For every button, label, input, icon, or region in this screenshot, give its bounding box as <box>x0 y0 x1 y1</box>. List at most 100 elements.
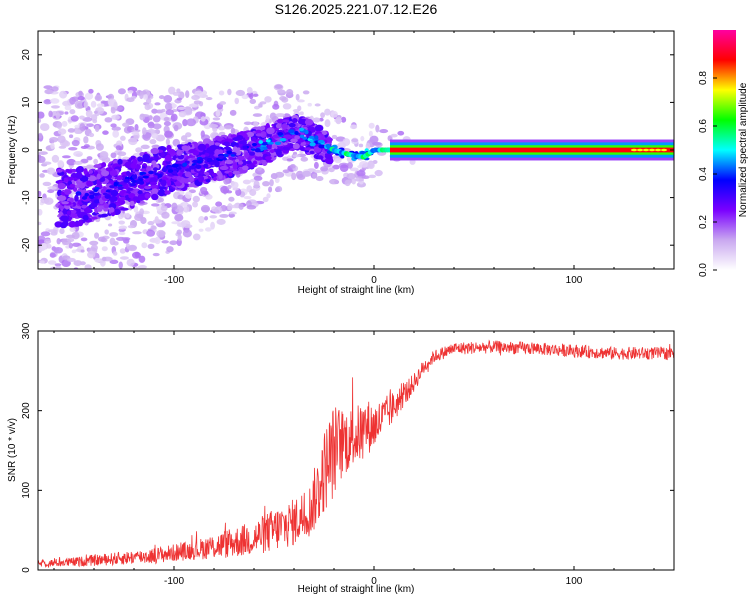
spectrogram-cell <box>238 203 244 210</box>
spectrogram-cell <box>59 90 68 99</box>
spectrogram-cell <box>80 249 85 253</box>
spectrogram-cell <box>313 161 319 169</box>
spectrogram-cell <box>299 147 307 152</box>
spectrogram-cell <box>132 231 142 235</box>
spectrogram-cell <box>43 85 53 90</box>
spectrogram-cell <box>135 147 143 153</box>
spectrogram-cell <box>110 152 117 159</box>
spectrogram-cell <box>248 92 254 100</box>
spectrogram-cell <box>285 89 294 96</box>
spectrogram-cell <box>90 100 97 108</box>
spectrogram-cell <box>43 238 52 244</box>
spectrogram-cell <box>232 162 238 170</box>
spectrogram-cells <box>35 83 674 295</box>
spectrogram-cell <box>267 144 272 150</box>
spectrogram-cell <box>335 116 342 125</box>
spectrogram-cell <box>126 258 135 267</box>
colorbar-bar <box>713 30 736 270</box>
spectrogram-cell <box>111 126 122 131</box>
spectrogram-cell <box>79 115 85 120</box>
spectrogram-cell <box>44 89 53 95</box>
spectrogram-cell <box>109 237 116 246</box>
spectrogram-cell <box>205 178 211 183</box>
spectrogram-cell <box>133 135 139 139</box>
spectrogram-cell <box>212 117 221 121</box>
spectrogram-cell <box>206 147 214 155</box>
spectrogram-peak <box>81 196 88 200</box>
spectrogram-cell <box>171 221 180 225</box>
spectrogram-cell <box>156 229 166 238</box>
spectrogram-cell <box>288 122 296 128</box>
spectrogram-cell <box>119 196 126 201</box>
spectrogram-peak <box>637 148 643 152</box>
spectrogram-cell <box>218 131 226 136</box>
spectrogram-ylabel: Frequency (Hz) <box>7 116 18 185</box>
spectrogram-cell <box>214 148 221 156</box>
spectrogram-cell <box>200 204 210 213</box>
spectrogram-cell <box>43 197 54 205</box>
spectrogram-cell <box>242 179 251 185</box>
spectrogram-peak <box>135 179 141 184</box>
spectrogram-cell <box>99 177 106 182</box>
spectrogram-cell <box>275 113 286 118</box>
spectrogram-cell <box>35 281 43 288</box>
spectrogram-cell <box>307 102 312 107</box>
spectrogram-cell <box>73 161 83 165</box>
spectrogram-cell <box>249 98 257 105</box>
spectrogram-cell <box>144 103 151 111</box>
spectrogram-cell <box>178 110 187 118</box>
spectrogram-peak <box>89 194 95 200</box>
spectrogram-cell <box>122 122 130 128</box>
spectrogram-cell <box>50 105 60 109</box>
spectrogram-cell <box>57 189 63 197</box>
spectrogram-cell <box>227 88 232 96</box>
spectrogram-cell <box>83 207 92 214</box>
snr-ytick-label: 100 <box>21 482 32 499</box>
spectrogram-cell <box>230 127 236 135</box>
spectrogram-cell <box>86 180 93 187</box>
spectrogram-cell <box>86 288 93 295</box>
spectrogram-cell <box>109 232 119 237</box>
spectrogram-cell <box>255 129 262 134</box>
spectrogram-cell <box>344 179 351 187</box>
spectrogram-cell <box>241 165 249 171</box>
spectrogram-cell <box>246 205 257 210</box>
spectrogram-cell <box>253 105 260 110</box>
spectrogram-cell <box>83 136 89 144</box>
spectrogram-cell <box>256 167 263 171</box>
spectrogram-cell <box>39 173 45 178</box>
colorbar-tick-label: 0.0 <box>698 263 709 277</box>
spectrogram-cell <box>139 91 144 100</box>
spectrogram-cell <box>90 244 98 252</box>
spectrogram-cell <box>132 251 141 259</box>
spectrogram-cell <box>69 183 75 188</box>
spectrogram-cell <box>176 149 183 156</box>
spectrogram-cell <box>167 179 172 187</box>
spectrogram-cell <box>324 119 331 128</box>
spectrogram-cell <box>38 155 46 163</box>
spectrogram-cell <box>314 124 324 132</box>
spectrogram-cell <box>274 84 283 89</box>
spectrogram-cell <box>368 174 377 179</box>
spectrogram-cell <box>166 246 174 253</box>
spectrogram-cell <box>290 138 298 143</box>
spectrogram-cell <box>258 103 263 108</box>
spectrogram-cell <box>282 169 290 174</box>
spectrogram-cell <box>115 236 126 241</box>
spectrogram-cell <box>82 214 89 221</box>
spectrogram-cell <box>125 212 130 219</box>
spectrogram-cell <box>151 160 157 165</box>
spectrogram-cell <box>324 157 334 165</box>
spectrogram-cell <box>152 123 162 130</box>
spectrogram-cell <box>147 243 155 250</box>
spectrogram-cell <box>54 265 62 269</box>
spectrogram-cell <box>52 287 56 293</box>
spectrogram-cell <box>150 147 160 155</box>
spectrogram-cell <box>97 236 106 242</box>
spectrogram-cell <box>176 229 182 235</box>
spectrogram-cell <box>192 233 201 241</box>
spectrogram-peak <box>109 185 115 189</box>
spectrogram-peak <box>254 147 261 153</box>
spectrogram-cell <box>64 111 69 115</box>
spectrogram-cell <box>184 191 193 199</box>
